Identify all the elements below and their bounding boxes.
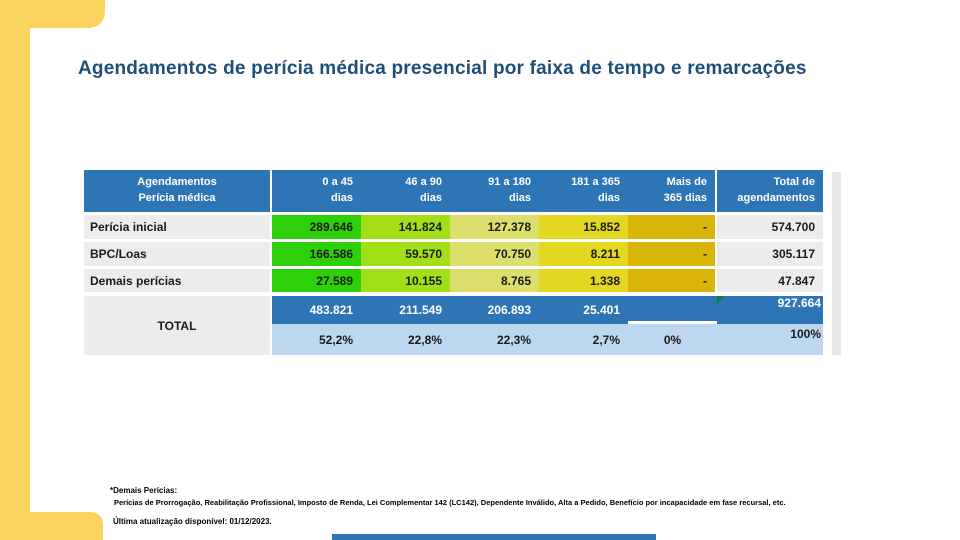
- header-col-181-365: 181 a 365 dias: [539, 170, 628, 215]
- table-row-bpc-loas: BPC/Loas 166.586 59.570 70.750 8.211 - 3…: [84, 242, 823, 269]
- header-col-0-45: 0 a 45 dias: [272, 170, 361, 215]
- page-title: Agendamentos de perícia médica presencia…: [78, 58, 807, 79]
- value-cell: 141.824: [361, 215, 450, 242]
- value-cell: -: [628, 269, 717, 296]
- value-cell: 127.378: [450, 215, 539, 242]
- value-cell: 59.570: [361, 242, 450, 269]
- percent-cell: 52,2%: [272, 324, 361, 355]
- bottom-accent-bar: [332, 534, 656, 540]
- table-header-row: Agendamentos Perícia médica 0 a 45 dias …: [84, 170, 823, 215]
- grand-total-cell: 927.664: [717, 296, 823, 324]
- header-col-46-90: 46 a 90 dias: [361, 170, 450, 215]
- header-col-91-180: 91 a 180 dias: [450, 170, 539, 215]
- total-value-cell: 211.549: [361, 296, 450, 324]
- header-col-mais-365: Mais de 365 dias: [628, 170, 717, 215]
- row-label: Perícia inicial: [84, 215, 272, 242]
- row-total-cell: 305.117: [717, 242, 823, 269]
- row-total-cell: 574.700: [717, 215, 823, 242]
- table-row-pericia-inicial: Perícia inicial 289.646 141.824 127.378 …: [84, 215, 823, 242]
- footnote-demais-pericias-list: Perícias de Prorrogação, Reabilitação Pr…: [114, 498, 786, 507]
- table-row-total-percent: 52,2% 22,8% 22,3% 2,7% 0% 100%: [84, 324, 823, 355]
- accent-bottom-arm: [0, 512, 103, 540]
- total-row-label: TOTAL: [84, 296, 272, 355]
- value-cell: 8.211: [539, 242, 628, 269]
- percent-cell: 0%: [628, 324, 717, 355]
- value-cell: 10.155: [361, 269, 450, 296]
- footnote-demais-pericias-title: *Demais Perícias:: [110, 486, 178, 495]
- comment-indicator-icon: [717, 296, 725, 304]
- total-value-cell-empty: [628, 296, 717, 324]
- value-cell: 166.586: [272, 242, 361, 269]
- percent-cell: 22,8%: [361, 324, 450, 355]
- appointments-table: Agendamentos Perícia médica 0 a 45 dias …: [84, 170, 823, 355]
- total-value-cell: 483.821: [272, 296, 361, 324]
- value-cell: 27.589: [272, 269, 361, 296]
- percent-total-cell: 100%: [717, 324, 823, 355]
- footnotes: *Demais Perícias: Perícias de Prorrogaçã…: [110, 486, 910, 526]
- row-label: BPC/Loas: [84, 242, 272, 269]
- percent-cell: 22,3%: [450, 324, 539, 355]
- header-row-label: Agendamentos Perícia médica: [84, 170, 272, 215]
- accent-left-bar: [0, 0, 30, 540]
- accent-top-arm: [0, 0, 105, 28]
- value-cell: 8.765: [450, 269, 539, 296]
- value-cell: 70.750: [450, 242, 539, 269]
- value-cell: 1.338: [539, 269, 628, 296]
- table-row-total-counts: TOTAL 483.821 211.549 206.893 25.401 927…: [84, 296, 823, 355]
- percent-cell: 2,7%: [539, 324, 628, 355]
- total-value-cell: 25.401: [539, 296, 628, 324]
- value-cell: 289.646: [272, 215, 361, 242]
- table-side-strip: [832, 172, 841, 355]
- value-cell: 15.852: [539, 215, 628, 242]
- total-value-cell: 206.893: [450, 296, 539, 324]
- value-cell: -: [628, 242, 717, 269]
- footnote-last-update: Última atualização disponível: 01/12/202…: [113, 517, 272, 526]
- header-col-total: Total de agendamentos: [717, 170, 823, 215]
- table-row-demais-pericias: Demais perícias 27.589 10.155 8.765 1.33…: [84, 269, 823, 296]
- row-label: Demais perícias: [84, 269, 272, 296]
- value-cell: -: [628, 215, 717, 242]
- row-total-cell: 47.847: [717, 269, 823, 296]
